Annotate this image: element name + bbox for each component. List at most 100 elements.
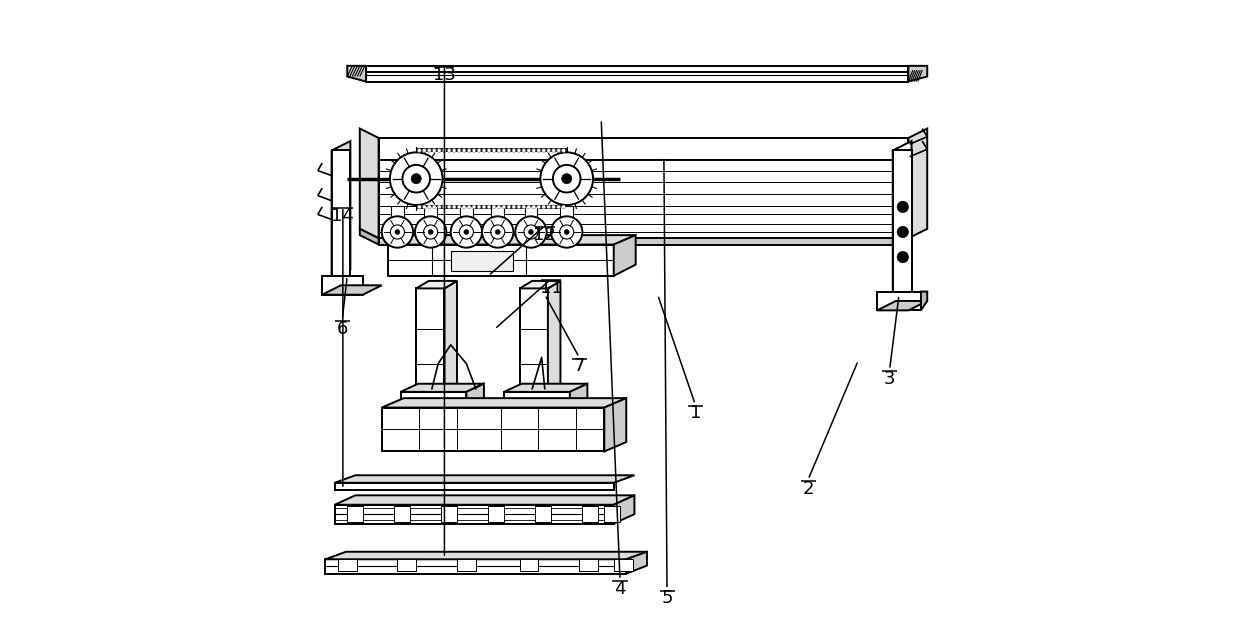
- Polygon shape: [909, 129, 928, 238]
- Circle shape: [438, 205, 441, 209]
- Circle shape: [527, 205, 531, 209]
- Polygon shape: [366, 66, 909, 72]
- Bar: [397, 559, 417, 571]
- Bar: [560, 206, 573, 218]
- Polygon shape: [520, 281, 560, 288]
- Circle shape: [423, 149, 427, 152]
- Circle shape: [443, 205, 446, 209]
- Circle shape: [552, 205, 556, 209]
- Bar: [525, 206, 537, 218]
- Bar: [614, 559, 632, 571]
- Polygon shape: [503, 392, 570, 411]
- Polygon shape: [366, 72, 909, 82]
- Bar: [893, 150, 911, 295]
- Polygon shape: [322, 285, 382, 295]
- Circle shape: [517, 205, 521, 209]
- Polygon shape: [417, 281, 458, 288]
- Text: 11: 11: [539, 279, 563, 297]
- Polygon shape: [877, 292, 921, 310]
- Circle shape: [497, 205, 501, 209]
- Circle shape: [391, 225, 404, 239]
- Circle shape: [507, 205, 511, 209]
- Circle shape: [458, 149, 461, 152]
- Circle shape: [547, 149, 551, 152]
- Circle shape: [428, 205, 432, 209]
- Circle shape: [562, 174, 572, 184]
- Circle shape: [537, 205, 541, 209]
- Polygon shape: [378, 160, 909, 238]
- Circle shape: [512, 205, 516, 209]
- Circle shape: [497, 149, 501, 152]
- Text: 2: 2: [802, 480, 813, 498]
- Polygon shape: [417, 288, 444, 395]
- Polygon shape: [466, 384, 484, 411]
- Circle shape: [464, 229, 469, 234]
- Circle shape: [551, 216, 583, 248]
- Circle shape: [438, 149, 441, 152]
- Text: 4: 4: [614, 580, 626, 598]
- Circle shape: [418, 149, 422, 152]
- Circle shape: [418, 205, 422, 209]
- Circle shape: [472, 149, 476, 152]
- Circle shape: [450, 216, 482, 248]
- Text: 5: 5: [661, 589, 673, 608]
- Polygon shape: [401, 392, 466, 411]
- Bar: [337, 559, 357, 571]
- Circle shape: [433, 205, 436, 209]
- Polygon shape: [444, 281, 458, 395]
- Polygon shape: [614, 235, 636, 276]
- Circle shape: [528, 229, 533, 234]
- Circle shape: [382, 216, 413, 248]
- Circle shape: [512, 149, 516, 152]
- Circle shape: [492, 149, 496, 152]
- Circle shape: [463, 205, 466, 209]
- Bar: [460, 206, 472, 218]
- Circle shape: [564, 229, 569, 234]
- Text: 3: 3: [884, 370, 895, 388]
- Circle shape: [492, 205, 496, 209]
- Circle shape: [502, 205, 506, 209]
- Polygon shape: [893, 141, 911, 295]
- Circle shape: [394, 229, 401, 234]
- Polygon shape: [503, 384, 588, 392]
- Polygon shape: [401, 384, 484, 392]
- Polygon shape: [360, 229, 378, 245]
- Circle shape: [547, 205, 551, 209]
- Circle shape: [433, 149, 436, 152]
- Circle shape: [517, 149, 521, 152]
- Circle shape: [428, 149, 432, 152]
- Bar: [394, 506, 410, 522]
- Polygon shape: [335, 483, 614, 490]
- Bar: [536, 506, 551, 522]
- Polygon shape: [325, 552, 647, 559]
- Bar: [489, 506, 503, 522]
- Circle shape: [482, 205, 486, 209]
- Polygon shape: [382, 408, 604, 451]
- Polygon shape: [378, 238, 909, 245]
- Text: 7: 7: [573, 357, 585, 376]
- Circle shape: [532, 205, 536, 209]
- Bar: [441, 506, 458, 522]
- Circle shape: [537, 149, 541, 152]
- Circle shape: [562, 149, 565, 152]
- Polygon shape: [335, 505, 614, 524]
- Circle shape: [477, 149, 481, 152]
- Polygon shape: [335, 495, 635, 505]
- Polygon shape: [335, 475, 635, 483]
- Text: 13: 13: [433, 66, 456, 84]
- Circle shape: [415, 216, 446, 248]
- Polygon shape: [378, 138, 909, 160]
- Circle shape: [487, 205, 491, 209]
- Circle shape: [491, 225, 505, 239]
- Circle shape: [459, 225, 474, 239]
- Circle shape: [472, 205, 476, 209]
- Bar: [424, 206, 436, 218]
- Text: 14: 14: [331, 207, 355, 225]
- Polygon shape: [626, 552, 647, 574]
- Polygon shape: [604, 398, 626, 451]
- Circle shape: [507, 149, 511, 152]
- Circle shape: [532, 149, 536, 152]
- Circle shape: [516, 216, 547, 248]
- Circle shape: [423, 205, 427, 209]
- Bar: [579, 559, 598, 571]
